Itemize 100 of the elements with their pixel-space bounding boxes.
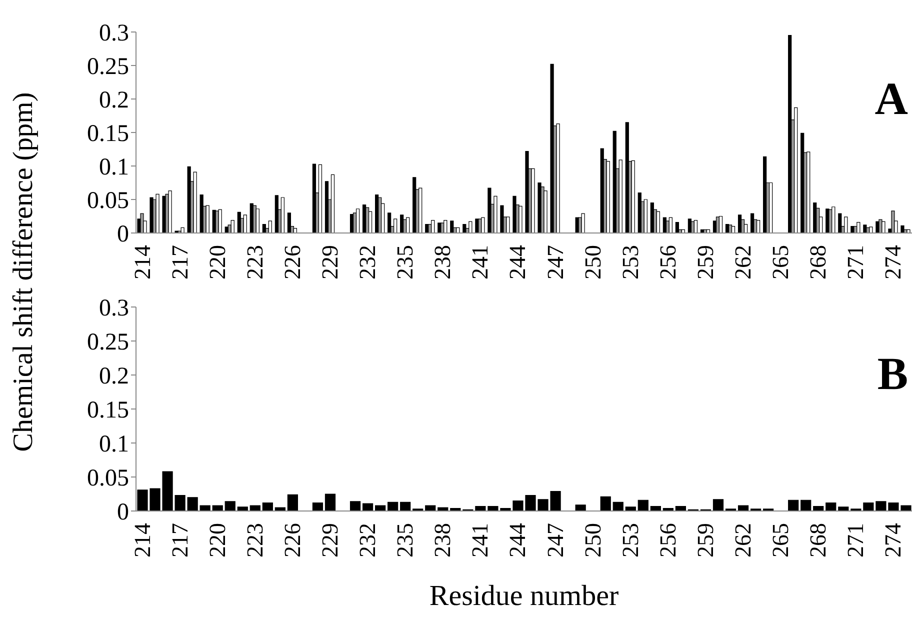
bar xyxy=(243,214,247,233)
x-tick-label: 229 xyxy=(318,245,342,280)
bar xyxy=(575,504,586,511)
x-tick-label: 220 xyxy=(204,523,230,558)
bar xyxy=(731,226,736,233)
bar xyxy=(531,168,535,233)
bar xyxy=(668,217,672,233)
x-tick-label: 235 xyxy=(392,245,418,280)
bar xyxy=(318,164,322,233)
bar xyxy=(638,500,648,511)
y-tick-label: 0.05 xyxy=(87,188,129,214)
bar xyxy=(362,503,374,511)
x-tick-label: 229 xyxy=(318,523,342,558)
bar xyxy=(280,197,284,233)
bar xyxy=(218,209,222,233)
y-axis-title: Chemical shift difference (ppm) xyxy=(8,92,40,452)
bar xyxy=(618,160,622,233)
x-tick-label: 232 xyxy=(355,245,380,280)
y-tick-label: 0 xyxy=(117,500,129,526)
x-tick-label: 214 xyxy=(130,244,155,280)
bar xyxy=(180,227,184,233)
bar xyxy=(838,506,849,511)
bar xyxy=(394,218,398,233)
y-tick-label: 0.3 xyxy=(99,296,129,322)
bar xyxy=(230,220,234,233)
x-tick-label: 259 xyxy=(692,523,718,558)
x-tick-label: 238 xyxy=(430,523,456,558)
bar xyxy=(140,213,144,233)
x-tick-label: 214 xyxy=(130,522,155,558)
x-tick-label: 268 xyxy=(806,523,831,558)
bar xyxy=(794,107,798,233)
y-tick-label: 0.15 xyxy=(87,121,129,148)
x-tick-label: 268 xyxy=(806,245,831,280)
bar xyxy=(388,212,392,233)
x-tick-label: 262 xyxy=(730,245,756,280)
bar xyxy=(444,220,448,233)
x-tick-label: 217 xyxy=(167,523,192,558)
y-tick-label: 0 xyxy=(117,222,129,248)
bar xyxy=(350,501,361,511)
x-tick-label: 247 xyxy=(542,523,568,558)
bar xyxy=(262,502,273,511)
bar xyxy=(193,172,197,233)
x-tick-label: 247 xyxy=(542,245,568,280)
bar xyxy=(900,225,904,233)
bar xyxy=(481,217,485,233)
bar xyxy=(832,206,836,233)
y-tick-label: 0.05 xyxy=(87,466,129,492)
bar xyxy=(388,502,398,511)
x-tick-label: 244 xyxy=(505,522,530,558)
bar xyxy=(788,500,799,511)
y-tick-label: 0.15 xyxy=(87,398,129,424)
bar xyxy=(891,210,895,233)
bar xyxy=(856,222,860,233)
bar xyxy=(675,222,679,233)
x-tick-label: 223 xyxy=(242,523,268,558)
bar xyxy=(863,224,867,233)
bar xyxy=(581,213,585,233)
y-tick-label: 0.25 xyxy=(87,54,129,80)
bar xyxy=(744,224,748,233)
bar xyxy=(268,220,272,233)
y-tick-label: 0.2 xyxy=(99,88,129,114)
bar xyxy=(330,174,335,233)
x-tick-label: 262 xyxy=(730,523,756,558)
bar xyxy=(606,161,610,233)
annotation: B xyxy=(877,347,908,400)
bar xyxy=(869,226,873,233)
x-tick-label: 271 xyxy=(843,245,868,280)
bar xyxy=(256,208,260,233)
bar xyxy=(250,505,260,511)
bar xyxy=(625,506,636,511)
x-tick-label: 259 xyxy=(692,245,718,280)
bar xyxy=(800,500,812,511)
x-tick-label: 241 xyxy=(468,245,493,280)
bar xyxy=(600,496,611,511)
x-tick-label: 250 xyxy=(580,245,606,280)
bar xyxy=(500,205,504,233)
bar xyxy=(406,217,410,233)
bar xyxy=(806,152,810,233)
bar xyxy=(293,228,297,233)
bar xyxy=(287,212,291,233)
x-tick-label: 226 xyxy=(280,523,305,558)
bar xyxy=(712,499,724,511)
x-tick-label: 265 xyxy=(768,245,794,280)
x-tick-label: 253 xyxy=(618,523,643,558)
bar xyxy=(224,501,236,511)
bar xyxy=(287,494,298,511)
bar xyxy=(494,196,498,233)
bar xyxy=(375,505,386,511)
x-tick-label: 253 xyxy=(618,245,643,280)
x-tick-label: 250 xyxy=(580,523,606,558)
x-tick-label: 274 xyxy=(880,244,906,280)
bar xyxy=(550,64,554,233)
y-tick-label: 0.1 xyxy=(99,432,129,458)
x-tick-label: 256 xyxy=(655,523,680,558)
y-tick-label: 0.1 xyxy=(99,154,129,181)
bar xyxy=(826,502,836,511)
bar xyxy=(312,502,324,511)
bar xyxy=(425,505,436,511)
x-tick-label: 271 xyxy=(843,523,868,558)
bar xyxy=(631,160,635,233)
